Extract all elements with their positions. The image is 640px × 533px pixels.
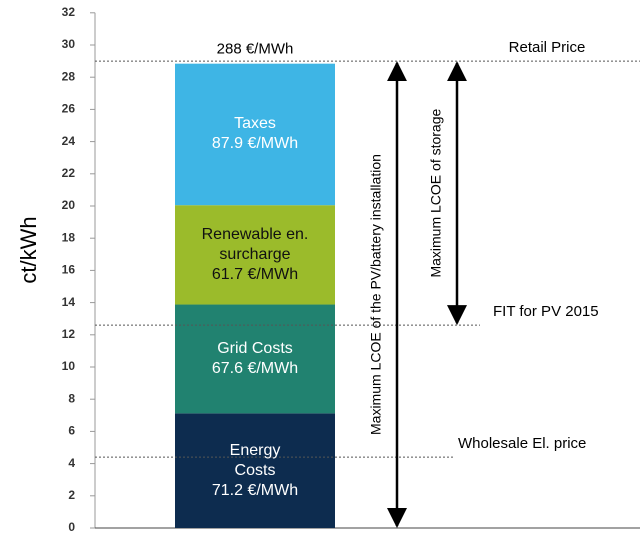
y-axis-label: ct/kWh	[16, 216, 41, 283]
y-tick-label: 10	[62, 359, 76, 373]
y-tick-label: 18	[62, 230, 76, 244]
value-label: 67.6 €/MWh	[211, 359, 299, 377]
segment-label: Renewable en. surcharge 61.7 €/MWh	[180, 225, 330, 285]
segment-label: Energy Costs 71.2 €/MWh	[210, 441, 300, 501]
reference-label: Retail Price	[509, 39, 586, 56]
y-tick-label: 30	[62, 37, 76, 51]
y-tick-label: 0	[68, 520, 75, 533]
segment-name: Taxes	[234, 115, 276, 133]
arrow-label: Maximum LCOE of the PV/battery installat…	[368, 154, 384, 435]
bar-segment	[175, 304, 335, 414]
y-tick-label: 26	[62, 102, 76, 116]
y-tick-label: 32	[62, 5, 76, 19]
y-tick-label: 22	[62, 166, 76, 180]
y-tick-label: 4	[68, 456, 75, 470]
bar-segment	[175, 63, 335, 206]
segment-label: Grid Costs 67.6 €/MWh	[180, 339, 330, 379]
y-tick-label: 24	[62, 134, 76, 148]
segment-name: Renewable en. surcharge	[201, 225, 309, 263]
y-tick-label: 8	[68, 391, 75, 405]
value-label: 61.7 €/MWh	[211, 265, 299, 283]
value-label: 71.2 €/MWh	[211, 481, 299, 499]
value-label: 87.9 €/MWh	[211, 135, 299, 153]
bar-segment	[175, 205, 335, 305]
segment-name: Energy Costs	[229, 441, 281, 479]
y-tick-label: 14	[62, 295, 76, 309]
y-tick-label: 28	[62, 69, 76, 83]
reference-label: Wholesale El. price	[458, 435, 586, 452]
y-tick-label: 12	[62, 327, 76, 341]
y-tick-label: 20	[62, 198, 76, 212]
arrow-label: Maximum LCOE of storage	[428, 108, 444, 277]
y-tick-label: 6	[68, 424, 75, 438]
segment-name: Grid Costs	[217, 339, 293, 357]
y-tick-label: 2	[68, 488, 75, 502]
segment-label: Taxes 87.9 €/MWh	[180, 114, 330, 154]
bar-segment	[175, 413, 335, 528]
total-label: 288 €/MWh	[217, 41, 294, 58]
reference-label: FIT for PV 2015	[493, 303, 599, 320]
y-tick-label: 16	[62, 263, 76, 277]
